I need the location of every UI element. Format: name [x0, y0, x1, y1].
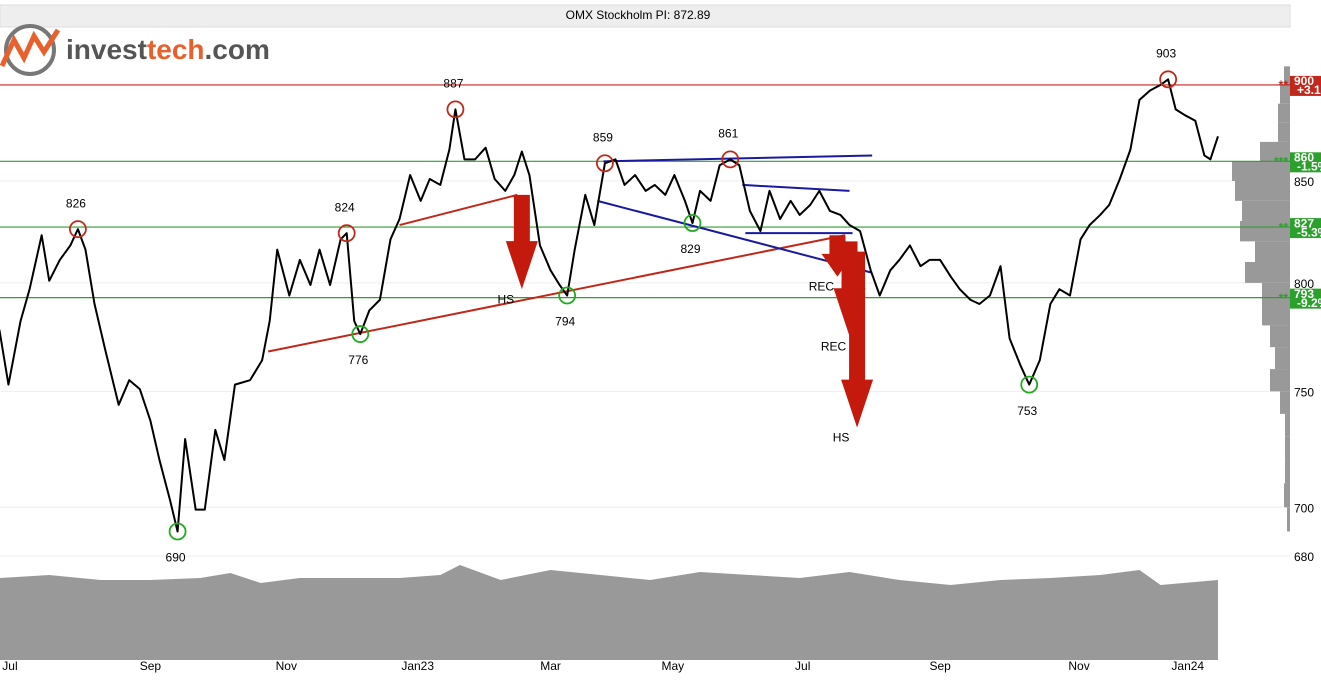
level-stars: ** — [1279, 78, 1289, 92]
y-tick-label: 680 — [1294, 550, 1314, 564]
x-tick-label: Nov — [276, 659, 297, 673]
extreme-label: 826 — [66, 196, 86, 210]
logo: investtech.com — [0, 24, 270, 76]
profile-bar — [1262, 282, 1290, 305]
x-tick-label: Sep — [140, 659, 162, 673]
level-value: 900 — [1294, 74, 1314, 88]
pattern-arrow — [505, 194, 538, 290]
extreme-marker — [1159, 70, 1178, 89]
extreme-label: 859 — [593, 130, 613, 144]
extreme-marker — [168, 522, 187, 541]
profile-bar — [1278, 103, 1290, 123]
extreme-label: 753 — [1017, 404, 1037, 418]
extreme-marker — [596, 154, 614, 173]
profile-bar — [1284, 483, 1290, 508]
volume-area — [0, 565, 1218, 660]
extreme-marker — [351, 325, 370, 343]
extreme-marker — [337, 224, 356, 243]
level-box — [1290, 288, 1321, 309]
y-tick-label: 850 — [1294, 175, 1314, 189]
trend-line — [597, 199, 871, 274]
profile-bar — [1280, 391, 1290, 414]
profile-bar — [1275, 347, 1290, 370]
profile-bar — [1285, 413, 1290, 437]
profile-bar — [1285, 459, 1290, 484]
y-tick-label: 750 — [1294, 386, 1314, 400]
extreme-marker — [721, 150, 740, 169]
profile-bar — [1262, 304, 1290, 326]
level-change: -1.5% — [1297, 159, 1321, 173]
trend-line — [742, 183, 850, 192]
profile-bar — [1270, 369, 1290, 392]
extreme-label: 861 — [718, 127, 738, 141]
profile-bar — [1285, 436, 1290, 460]
extreme-marker — [558, 286, 577, 305]
pattern-label: REC — [821, 339, 847, 353]
level-value: 827 — [1294, 216, 1314, 230]
x-tick-label: May — [662, 659, 685, 673]
chart-title: OMX Stockholm PI: 872.89 — [566, 8, 711, 22]
logo-ring — [4, 24, 56, 76]
profile-bar — [1240, 220, 1290, 242]
profile-bar — [1270, 325, 1290, 348]
extreme-label: 824 — [335, 200, 355, 214]
profile-bar — [1242, 200, 1290, 221]
profile-bar — [1278, 122, 1290, 142]
trend-line — [399, 193, 518, 227]
level-value: 860 — [1294, 150, 1314, 164]
extreme-label: 690 — [166, 551, 186, 565]
logo-text: investtech.com — [66, 34, 270, 65]
profile-bar — [1232, 161, 1290, 181]
profile-bar — [1260, 141, 1290, 162]
level-box — [1290, 218, 1321, 239]
profile-bar — [1280, 84, 1290, 104]
extreme-marker — [69, 220, 87, 239]
pattern-arrow — [841, 251, 874, 428]
profile-bar — [1284, 66, 1290, 85]
level-change: -9.2% — [1297, 296, 1321, 310]
logo-part: tech — [147, 34, 205, 65]
x-tick-label: Nov — [1068, 659, 1089, 673]
level-stars: *** — [1274, 154, 1288, 168]
title-bar — [0, 4, 1291, 28]
pattern-label: HS — [498, 292, 515, 306]
level-box — [1290, 152, 1321, 173]
x-tick-label: Jan23 — [401, 659, 434, 673]
extreme-label: 829 — [680, 242, 700, 256]
x-tick-label: Sep — [929, 659, 951, 673]
x-tick-label: Jan24 — [1171, 659, 1204, 673]
level-box — [1290, 75, 1321, 96]
x-tick-label: Jul — [795, 659, 810, 673]
logo-part: .com — [205, 34, 270, 65]
level-change: +3.1% — [1297, 83, 1321, 97]
level-stars: ** — [1279, 220, 1289, 234]
extreme-marker — [446, 100, 465, 119]
extreme-label: 903 — [1156, 46, 1176, 60]
logo-zigzag — [0, 28, 61, 68]
pattern-label: HS — [833, 431, 850, 445]
extreme-label: 776 — [348, 353, 368, 367]
price-line — [0, 78, 1219, 533]
x-tick-label: Mar — [540, 659, 561, 673]
profile-bar — [1255, 241, 1290, 262]
extreme-marker — [1020, 375, 1039, 394]
pattern-label: REC — [809, 280, 835, 294]
x-tick-label: Jul — [2, 659, 17, 673]
profile-bar — [1235, 180, 1290, 201]
logo-part: invest — [66, 34, 147, 65]
extreme-label: 887 — [443, 77, 463, 91]
y-tick-label: 700 — [1294, 501, 1314, 515]
level-change: -5.3% — [1297, 225, 1321, 239]
profile-bar — [1287, 507, 1290, 532]
extreme-label: 794 — [555, 315, 575, 329]
extreme-marker — [683, 214, 702, 232]
trend-line — [267, 234, 846, 353]
level-value: 793 — [1294, 287, 1314, 301]
y-tick-label: 800 — [1294, 277, 1314, 291]
level-stars: ** — [1279, 291, 1289, 305]
profile-bar — [1245, 261, 1290, 283]
